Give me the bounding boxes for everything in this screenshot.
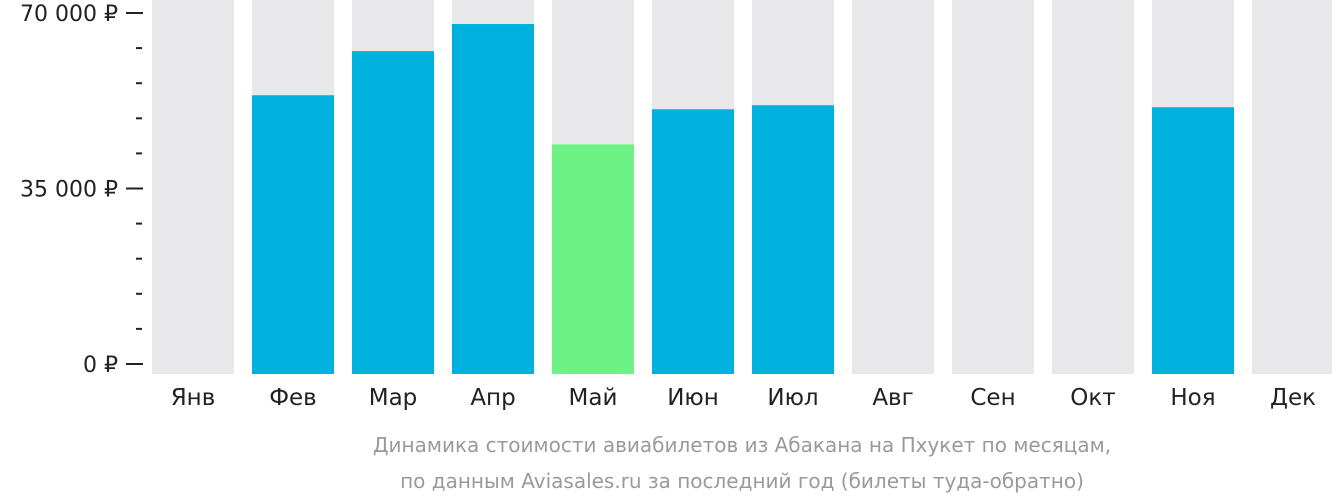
x-tick-label: Янв xyxy=(171,385,216,411)
bar-11[interactable] xyxy=(1152,107,1234,375)
bar-7[interactable] xyxy=(752,105,834,375)
x-tick-label: Апр xyxy=(470,385,515,411)
caption-line-1: Динамика стоимости авиабилетов из Абакан… xyxy=(373,433,1111,457)
x-tick-label: Окт xyxy=(1070,385,1115,411)
background-column xyxy=(152,0,234,374)
bars xyxy=(252,24,1234,375)
background-column xyxy=(1052,0,1134,374)
caption: Динамика стоимости авиабилетов из Абакан… xyxy=(373,433,1111,493)
x-tick-label: Фев xyxy=(269,385,317,411)
x-tick-label: Сен xyxy=(970,385,1015,411)
y-tick-label: 70 000 ₽ xyxy=(20,2,118,27)
x-tick-label: Мар xyxy=(369,385,418,411)
background-column xyxy=(952,0,1034,374)
x-tick-label: Авг xyxy=(872,385,913,411)
bar-2[interactable] xyxy=(252,95,334,374)
bar-5[interactable] xyxy=(552,144,634,374)
bar-4[interactable] xyxy=(452,24,534,374)
bar-6[interactable] xyxy=(652,109,734,374)
y-axis: 0 ₽ 35 000 ₽ 70 000 ₽ xyxy=(20,2,143,378)
y-tick-label: 35 000 ₽ xyxy=(20,178,118,203)
x-tick-label: Ноя xyxy=(1170,385,1215,411)
x-tick-label: Июн xyxy=(667,385,719,411)
background-column xyxy=(1252,0,1332,374)
x-tick-label: Май xyxy=(569,385,618,411)
x-tick-label: Июл xyxy=(767,385,818,411)
y-tick-label: 0 ₽ xyxy=(83,353,118,378)
x-tick-label: Дек xyxy=(1270,385,1316,411)
x-axis: Янв Фев Мар Апр Май Июн Июл Авг Сен Окт Ноя Дек xyxy=(171,385,1316,411)
caption-line-2: по данным Aviasales.ru за последний год … xyxy=(400,469,1084,493)
bar-3[interactable] xyxy=(352,51,434,374)
background-column xyxy=(852,0,934,374)
